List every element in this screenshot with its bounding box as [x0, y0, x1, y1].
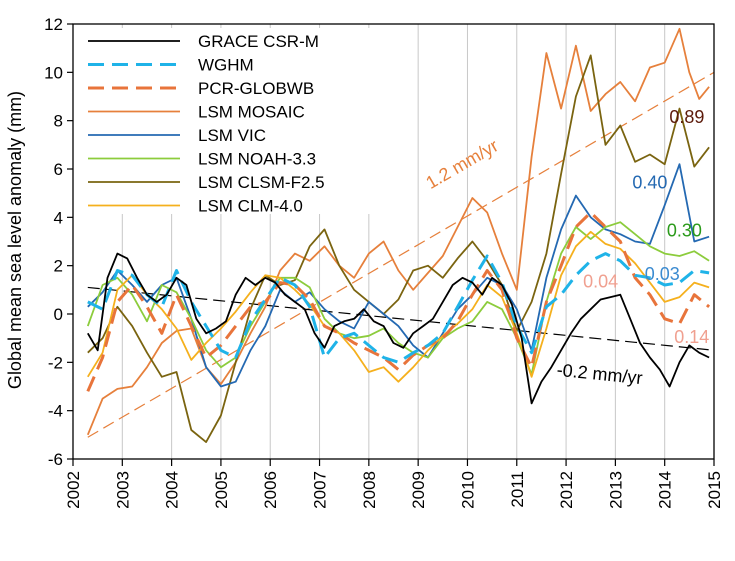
y-tick-label-2: 2: [54, 257, 63, 276]
series-line-lsm-clm-4-0: [87, 230, 710, 383]
y-tick-label-0: 0: [54, 305, 63, 324]
y-tick-label--2: -2: [48, 353, 63, 372]
series-layer: [86, 27, 711, 444]
x-tick-label-2014: 2014: [656, 471, 675, 509]
y-tick-label--4: -4: [48, 402, 63, 421]
series-line-wghm: [87, 252, 710, 364]
legend-label-lsm-mosaic: LSM MOSAIC: [198, 103, 305, 122]
trend-label-negative: -0.2 mm/yr: [556, 360, 644, 388]
annotation-value-3: 0.04: [583, 271, 618, 291]
x-tick-label-2009: 2009: [409, 471, 428, 509]
x-tick-label-2006: 2006: [261, 471, 280, 509]
series-line-grace-csr-m: [87, 252, 710, 405]
annotation-value-4: 0.03: [645, 264, 680, 284]
legend: GRACE CSR-M WGHM PCR-GLOBWB LSM MOSAIC LSM V…: [80, 28, 376, 216]
annotation-value-2: 0.30: [667, 221, 702, 241]
annotation-value-5: 0.14: [674, 327, 709, 347]
legend-label-lsm-noah-3-3: LSM NOAH-3.3: [198, 150, 316, 169]
x-tick-label-2010: 2010: [458, 471, 477, 509]
legend-label-lsm-vic: LSM VIC: [198, 126, 266, 145]
legend-label-lsm-clsm-f2-5: LSM CLSM-F2.5: [198, 173, 325, 192]
series-line-lsm-clsm-f2-5: [87, 54, 710, 444]
trend-layer: [87, 71, 715, 438]
trend-line-0: [87, 71, 715, 438]
x-tick-label-2007: 2007: [311, 471, 330, 509]
x-tick-label-2015: 2015: [705, 471, 724, 509]
legend-label-wghm: WGHM: [198, 56, 254, 75]
series-line-pcr-globwb: [86, 211, 711, 392]
y-tick-label-6: 6: [54, 160, 63, 179]
legend-background: [80, 28, 376, 214]
x-tick-label-2012: 2012: [557, 471, 576, 509]
series-line-lsm-noah-3-3: [86, 221, 710, 376]
y-tick-label--6: -6: [48, 450, 63, 469]
x-tick-label-2008: 2008: [360, 471, 379, 509]
y-tick-label-10: 10: [44, 63, 63, 82]
annotation-value-0: 0.89: [669, 107, 704, 127]
series-line-lsm-mosaic: [86, 27, 710, 436]
trend-line-1: [87, 286, 715, 351]
y-tick-label-12: 12: [44, 15, 63, 34]
x-tick-label-2013: 2013: [606, 471, 625, 509]
y-tick-label-8: 8: [54, 112, 63, 131]
legend-label-lsm-clm-4-0: LSM CLM-4.0: [198, 197, 303, 216]
legend-label-pcr-globwb: PCR-GLOBWB: [198, 79, 314, 98]
plot-frame: [72, 23, 715, 460]
x-tick-label-2005: 2005: [212, 471, 231, 509]
trend-label-positive: 1.2 mm/yr: [422, 135, 501, 193]
x-tick-label-2003: 2003: [113, 471, 132, 509]
y-axis-label: Global mean sea level anomaly (mm): [5, 91, 25, 389]
x-tick-label-2011: 2011: [508, 471, 527, 508]
legend-label-grace-csr-m: GRACE CSR-M: [198, 32, 319, 51]
y-tick-label-4: 4: [54, 208, 63, 227]
annotation-value-1: 0.40: [632, 172, 667, 192]
axes-layer: -6 -4 -2 0 2 4 6 8 10 12 2002 2003 2004 2005 2006 2007 2…: [44, 15, 724, 509]
x-tick-label-2004: 2004: [163, 471, 182, 509]
x-tick-label-2002: 2002: [64, 471, 83, 509]
